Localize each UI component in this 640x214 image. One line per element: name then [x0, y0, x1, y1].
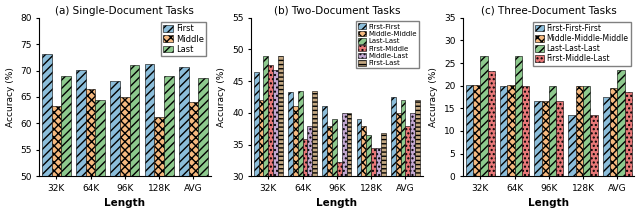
Bar — [410, 113, 415, 176]
X-axis label: Length: Length — [104, 198, 145, 208]
Bar — [86, 89, 95, 176]
Legend: First-First-First, Middle-Middle-Middle, Last-Last-Last, First-Middle-Last: First-First-First, Middle-Middle-Middle,… — [532, 22, 630, 65]
Bar — [303, 140, 307, 176]
Bar — [130, 65, 140, 176]
Bar — [576, 86, 583, 176]
Bar — [590, 115, 598, 176]
Bar — [381, 133, 386, 176]
Bar — [323, 107, 327, 176]
Bar — [42, 54, 52, 176]
Bar — [515, 56, 522, 176]
Bar — [568, 115, 576, 176]
Bar — [366, 135, 371, 176]
Bar — [312, 91, 317, 176]
Bar — [254, 72, 259, 176]
Bar — [405, 126, 410, 176]
Bar — [401, 100, 405, 176]
Bar — [179, 67, 189, 176]
Bar — [508, 85, 515, 176]
Bar — [189, 102, 198, 176]
Bar — [327, 126, 332, 176]
Bar — [145, 64, 154, 176]
Bar — [556, 101, 563, 176]
Bar — [480, 56, 488, 176]
Bar — [488, 71, 495, 176]
Bar — [500, 86, 508, 176]
Bar — [376, 148, 381, 176]
Bar — [264, 56, 268, 176]
Bar — [362, 126, 366, 176]
Bar — [356, 119, 362, 176]
Bar — [110, 81, 120, 176]
Bar — [603, 97, 610, 176]
Bar — [342, 113, 346, 176]
X-axis label: Length: Length — [316, 198, 357, 208]
Bar — [466, 85, 473, 176]
Bar — [61, 76, 71, 176]
Bar — [95, 100, 105, 176]
Bar — [541, 101, 548, 176]
Legend: First-First, Middle-Middle, Last-Last, First-Middle, Middle-Last, First-Last: First-First, Middle-Middle, Last-Last, F… — [356, 21, 419, 68]
Title: (c) Three-Document Tasks: (c) Three-Document Tasks — [481, 6, 617, 16]
Bar — [625, 92, 632, 176]
Bar — [298, 91, 303, 176]
Bar — [259, 100, 264, 176]
Bar — [76, 70, 86, 176]
Bar — [52, 106, 61, 176]
Title: (a) Single-Document Tasks: (a) Single-Document Tasks — [56, 6, 195, 16]
Bar — [198, 79, 208, 176]
Bar — [473, 85, 480, 176]
Y-axis label: Accuracy (%): Accuracy (%) — [218, 67, 227, 127]
Bar — [371, 148, 376, 176]
Bar — [164, 76, 173, 176]
Bar — [583, 86, 590, 176]
Bar — [154, 117, 164, 176]
Bar — [534, 101, 541, 176]
Bar — [293, 107, 298, 176]
Bar — [610, 88, 618, 176]
Bar — [396, 113, 401, 176]
Bar — [278, 56, 283, 176]
Bar — [618, 70, 625, 176]
Bar — [346, 113, 351, 176]
X-axis label: Length: Length — [528, 198, 570, 208]
Title: (b) Two-Document Tasks: (b) Two-Document Tasks — [273, 6, 400, 16]
Bar — [415, 100, 420, 176]
Y-axis label: Accuracy (%): Accuracy (%) — [6, 67, 15, 127]
Bar — [120, 97, 130, 176]
Bar — [273, 70, 278, 176]
Bar — [307, 126, 312, 176]
Bar — [337, 162, 342, 176]
Bar — [522, 86, 529, 176]
Bar — [288, 92, 293, 176]
Legend: First, Middle, Last: First, Middle, Last — [161, 22, 206, 56]
Y-axis label: Accuracy (%): Accuracy (%) — [429, 67, 438, 127]
Bar — [391, 97, 396, 176]
Bar — [332, 119, 337, 176]
Bar — [268, 65, 273, 176]
Bar — [548, 86, 556, 176]
